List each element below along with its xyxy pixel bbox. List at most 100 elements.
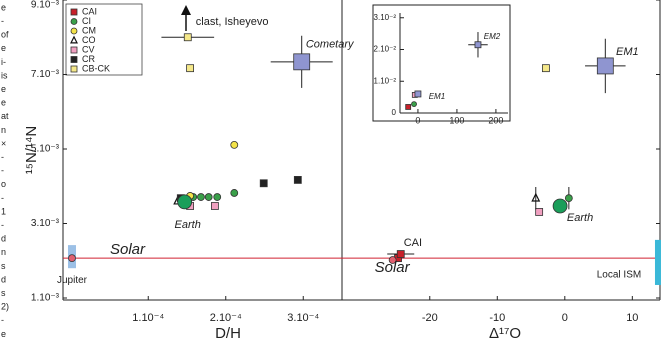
- legend-marker: [70, 18, 78, 25]
- point-label: Earth: [175, 219, 201, 231]
- margin-fragment: of: [1, 30, 9, 40]
- margin-fragment: s: [1, 261, 6, 271]
- margin-fragment: n: [1, 125, 6, 135]
- y-tick-label: 0: [392, 108, 397, 117]
- margin-fragment: ×: [1, 138, 6, 148]
- marker: [531, 192, 541, 202]
- y-tick-label: 9.10⁻³: [31, 0, 60, 11]
- marker: [197, 193, 205, 201]
- margin-fragment: e: [1, 84, 6, 94]
- margin-fragment: -: [1, 16, 4, 26]
- x-tick-label: -10: [489, 312, 505, 324]
- margin-fragment: d: [1, 234, 6, 244]
- y-tick-label: 3.10⁻³: [31, 218, 60, 229]
- marker: [230, 141, 239, 149]
- marker: [405, 104, 412, 110]
- margin-fragment: -: [1, 315, 4, 325]
- range-bar: [654, 239, 661, 285]
- x-tick-label: 2.10⁻⁴: [210, 312, 242, 324]
- x-tick-label: 3.10⁻⁴: [287, 312, 319, 324]
- legend-label: CB-CK: [82, 63, 110, 73]
- arrow-head: [181, 5, 191, 15]
- legend-marker: [70, 8, 78, 16]
- point-label: EM1: [616, 46, 639, 58]
- point-label: EM2: [484, 32, 501, 41]
- marker: [230, 189, 239, 197]
- margin-fragment: is: [1, 70, 8, 80]
- margin-fragment: -: [1, 166, 4, 176]
- inset-frame: [372, 4, 511, 122]
- legend-marker: [70, 56, 78, 63]
- marker: [259, 179, 268, 188]
- margin-fragment: e: [1, 98, 6, 108]
- x-tick-label: 100: [449, 115, 464, 125]
- margin-fragment: -: [1, 220, 4, 230]
- marker: [210, 202, 219, 210]
- marker: [564, 194, 573, 203]
- legend-label: CR: [82, 54, 95, 64]
- margin-fragment: e: [1, 2, 6, 12]
- point-label: EM1: [429, 92, 445, 101]
- margin-fragment: s: [1, 288, 6, 298]
- axes-frames: [62, 0, 661, 301]
- margin-fragment: o: [1, 179, 6, 189]
- y-tick-label: 1.10⁻²: [374, 76, 397, 85]
- marker: [183, 33, 192, 42]
- marker: [68, 254, 76, 263]
- x-axis-title: Δ¹⁷O: [489, 325, 521, 342]
- margin-fragment: 1: [1, 206, 6, 216]
- x-tick-label: 1.10⁻⁴: [132, 312, 164, 324]
- y-axis-title: ¹⁵N/¹⁴N: [23, 126, 40, 175]
- marker: [396, 250, 405, 258]
- point-label: Earth: [567, 212, 593, 224]
- legend-label: CO: [82, 35, 96, 45]
- range-label: Local ISM: [597, 270, 641, 281]
- marker: [596, 57, 614, 75]
- margin-fragment: i-: [1, 57, 6, 67]
- x-tick-label: 200: [488, 115, 503, 125]
- x-tick-label: 0: [415, 115, 420, 125]
- marker: [411, 101, 417, 108]
- margin-fragment: n: [1, 247, 6, 257]
- point-label: Solar: [375, 259, 411, 276]
- legend-marker: [70, 46, 78, 54]
- y-tick-label: 5.10⁻³: [31, 144, 60, 155]
- marker: [388, 256, 397, 264]
- margin-fragment: at: [1, 111, 9, 121]
- margin-fragment: -: [1, 152, 4, 162]
- marker: [213, 193, 222, 201]
- legend-box: [65, 3, 143, 76]
- marker: [414, 90, 422, 98]
- margin-fragment: 2): [1, 302, 9, 312]
- legend-marker: [70, 35, 78, 44]
- x-tick-label: 10: [626, 312, 638, 324]
- marker: [552, 198, 568, 214]
- x-axis-title: D/H: [215, 325, 241, 342]
- x-tick-label: 0: [562, 312, 568, 324]
- legend-label: CI: [82, 16, 91, 26]
- point-label: Cometary: [306, 39, 355, 51]
- margin-fragment: -: [1, 193, 4, 203]
- y-tick-label: 3.10⁻²: [374, 13, 397, 22]
- legend-label: CV: [82, 44, 95, 54]
- marker: [293, 53, 311, 71]
- x-tick-label: -20: [422, 312, 438, 324]
- legend-marker: [70, 27, 78, 35]
- marker: [535, 208, 544, 216]
- point-label: clast, Isheyevo: [196, 16, 269, 28]
- marker: [293, 176, 302, 184]
- marker: [204, 193, 213, 201]
- marker: [177, 194, 193, 210]
- y-tick-label: 1.10⁻³: [31, 293, 60, 304]
- point-label: Solar: [110, 241, 146, 258]
- y-tick-label: 7.10⁻³: [31, 69, 60, 80]
- margin-fragment: d: [1, 274, 6, 284]
- marker: [541, 64, 550, 73]
- y-tick-label: 2.10⁻²: [374, 45, 397, 54]
- margin-fragment: e: [1, 329, 6, 339]
- legend-label: CM: [82, 25, 96, 35]
- legend-label: CAI: [82, 6, 97, 16]
- marker: [186, 64, 195, 73]
- point-label: CAI: [404, 237, 422, 249]
